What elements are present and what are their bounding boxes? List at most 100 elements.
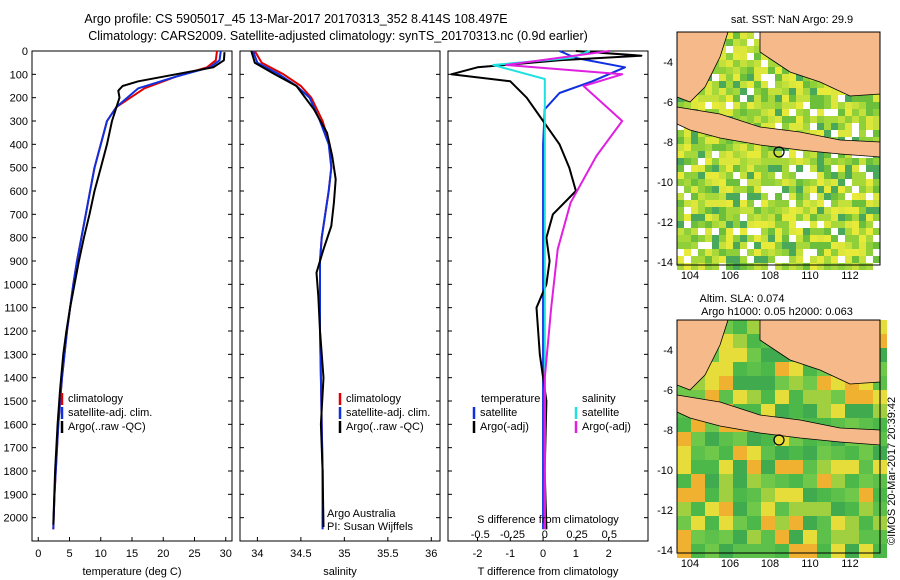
map-cell — [810, 102, 817, 109]
map-cell — [705, 207, 712, 214]
map-cell — [740, 88, 747, 95]
map-cell — [719, 179, 726, 186]
map-cell — [726, 179, 733, 186]
map-cell — [845, 390, 859, 404]
map-cell — [845, 404, 859, 418]
map-cell — [817, 158, 824, 165]
map-cell — [691, 151, 698, 158]
map-cell — [866, 221, 873, 228]
map-cell — [803, 200, 810, 207]
map-cell — [838, 228, 845, 235]
map-cell — [747, 516, 761, 530]
map-cell — [782, 200, 789, 207]
map-cell — [838, 235, 845, 242]
map-cell — [712, 137, 719, 144]
map-cell — [698, 186, 705, 193]
map-cell — [845, 221, 852, 228]
map-cell — [719, 502, 733, 516]
map-x-tick-label: 112 — [841, 558, 859, 570]
map-cell — [719, 151, 726, 158]
map-cell — [691, 95, 698, 102]
map-cell — [691, 102, 698, 109]
map-cell — [740, 179, 747, 186]
map-cell — [754, 60, 761, 67]
map-cell — [796, 221, 803, 228]
map-cell — [747, 193, 754, 200]
map-y-tick-label: -14 — [657, 257, 673, 269]
map-cell — [859, 235, 866, 242]
map-cell — [712, 67, 719, 74]
land-java — [676, 106, 881, 158]
map-cell — [789, 88, 796, 95]
map-cell — [733, 334, 747, 348]
map-cell — [845, 460, 859, 474]
map-cell — [754, 109, 761, 116]
map-cell — [859, 530, 873, 544]
series-line-s-argo-adj- — [505, 50, 624, 530]
map-cell — [831, 158, 838, 165]
x-tick-label: 5 — [66, 548, 72, 560]
map-cell — [775, 207, 782, 214]
map-cell — [796, 109, 803, 116]
map-cell — [691, 179, 698, 186]
map-cell — [705, 544, 719, 558]
map-y-tick-label: -6 — [663, 97, 673, 109]
map-cell — [768, 88, 775, 95]
map-cell — [761, 151, 768, 158]
map-cell — [817, 263, 824, 270]
map-cell — [873, 158, 880, 165]
map-cell — [782, 172, 789, 179]
map-cell — [754, 214, 761, 221]
map-cell — [754, 158, 761, 165]
map-cell — [747, 74, 754, 81]
map-cell — [754, 74, 761, 81]
map-cell — [768, 102, 775, 109]
map-cell — [782, 67, 789, 74]
map-cell — [677, 158, 684, 165]
map-cell — [803, 109, 810, 116]
map-cell — [775, 158, 782, 165]
sst-map — [676, 31, 881, 270]
map-cell — [761, 460, 775, 474]
map-cell — [747, 488, 761, 502]
map-cell — [838, 109, 845, 116]
map-cell — [684, 137, 691, 144]
map-cell — [740, 158, 747, 165]
map-cell — [873, 137, 880, 144]
x-tick-label: 35.5 — [377, 548, 398, 560]
y-tick-label: 1500 — [4, 396, 28, 408]
map-cell — [845, 249, 852, 256]
map-cell — [740, 32, 747, 39]
map-cell — [789, 530, 803, 544]
map-cell — [796, 263, 803, 270]
map-cell — [789, 193, 796, 200]
map-cell — [719, 137, 726, 144]
map-cell — [803, 158, 810, 165]
map-cell — [761, 228, 768, 235]
map-cell — [817, 376, 831, 390]
map-cell — [859, 116, 866, 123]
map-cell — [691, 221, 698, 228]
map-cell — [768, 172, 775, 179]
x-tick-label: -1 — [505, 548, 515, 560]
map-cell — [824, 95, 831, 102]
map-cell — [852, 235, 859, 242]
x-tick-label: 30 — [220, 548, 232, 560]
legend-label-t-satellite: satellite — [480, 407, 517, 419]
map-cell — [810, 95, 817, 102]
map-cell — [831, 221, 838, 228]
map-cell — [740, 95, 747, 102]
map-cell — [712, 102, 719, 109]
map-cell — [866, 102, 873, 109]
map-cell — [705, 228, 712, 235]
pi-label: PI: Susan Wijffels — [327, 521, 413, 533]
map2-title: Altim. SLA: 0.074 — [700, 293, 785, 305]
map-cell — [740, 249, 747, 256]
map-cell — [824, 116, 831, 123]
map-cell — [754, 39, 761, 46]
map-cell — [824, 228, 831, 235]
map-cell — [733, 376, 747, 390]
map-cell — [873, 179, 880, 186]
y-tick-label: 2000 — [4, 513, 28, 525]
map-cell — [817, 95, 824, 102]
